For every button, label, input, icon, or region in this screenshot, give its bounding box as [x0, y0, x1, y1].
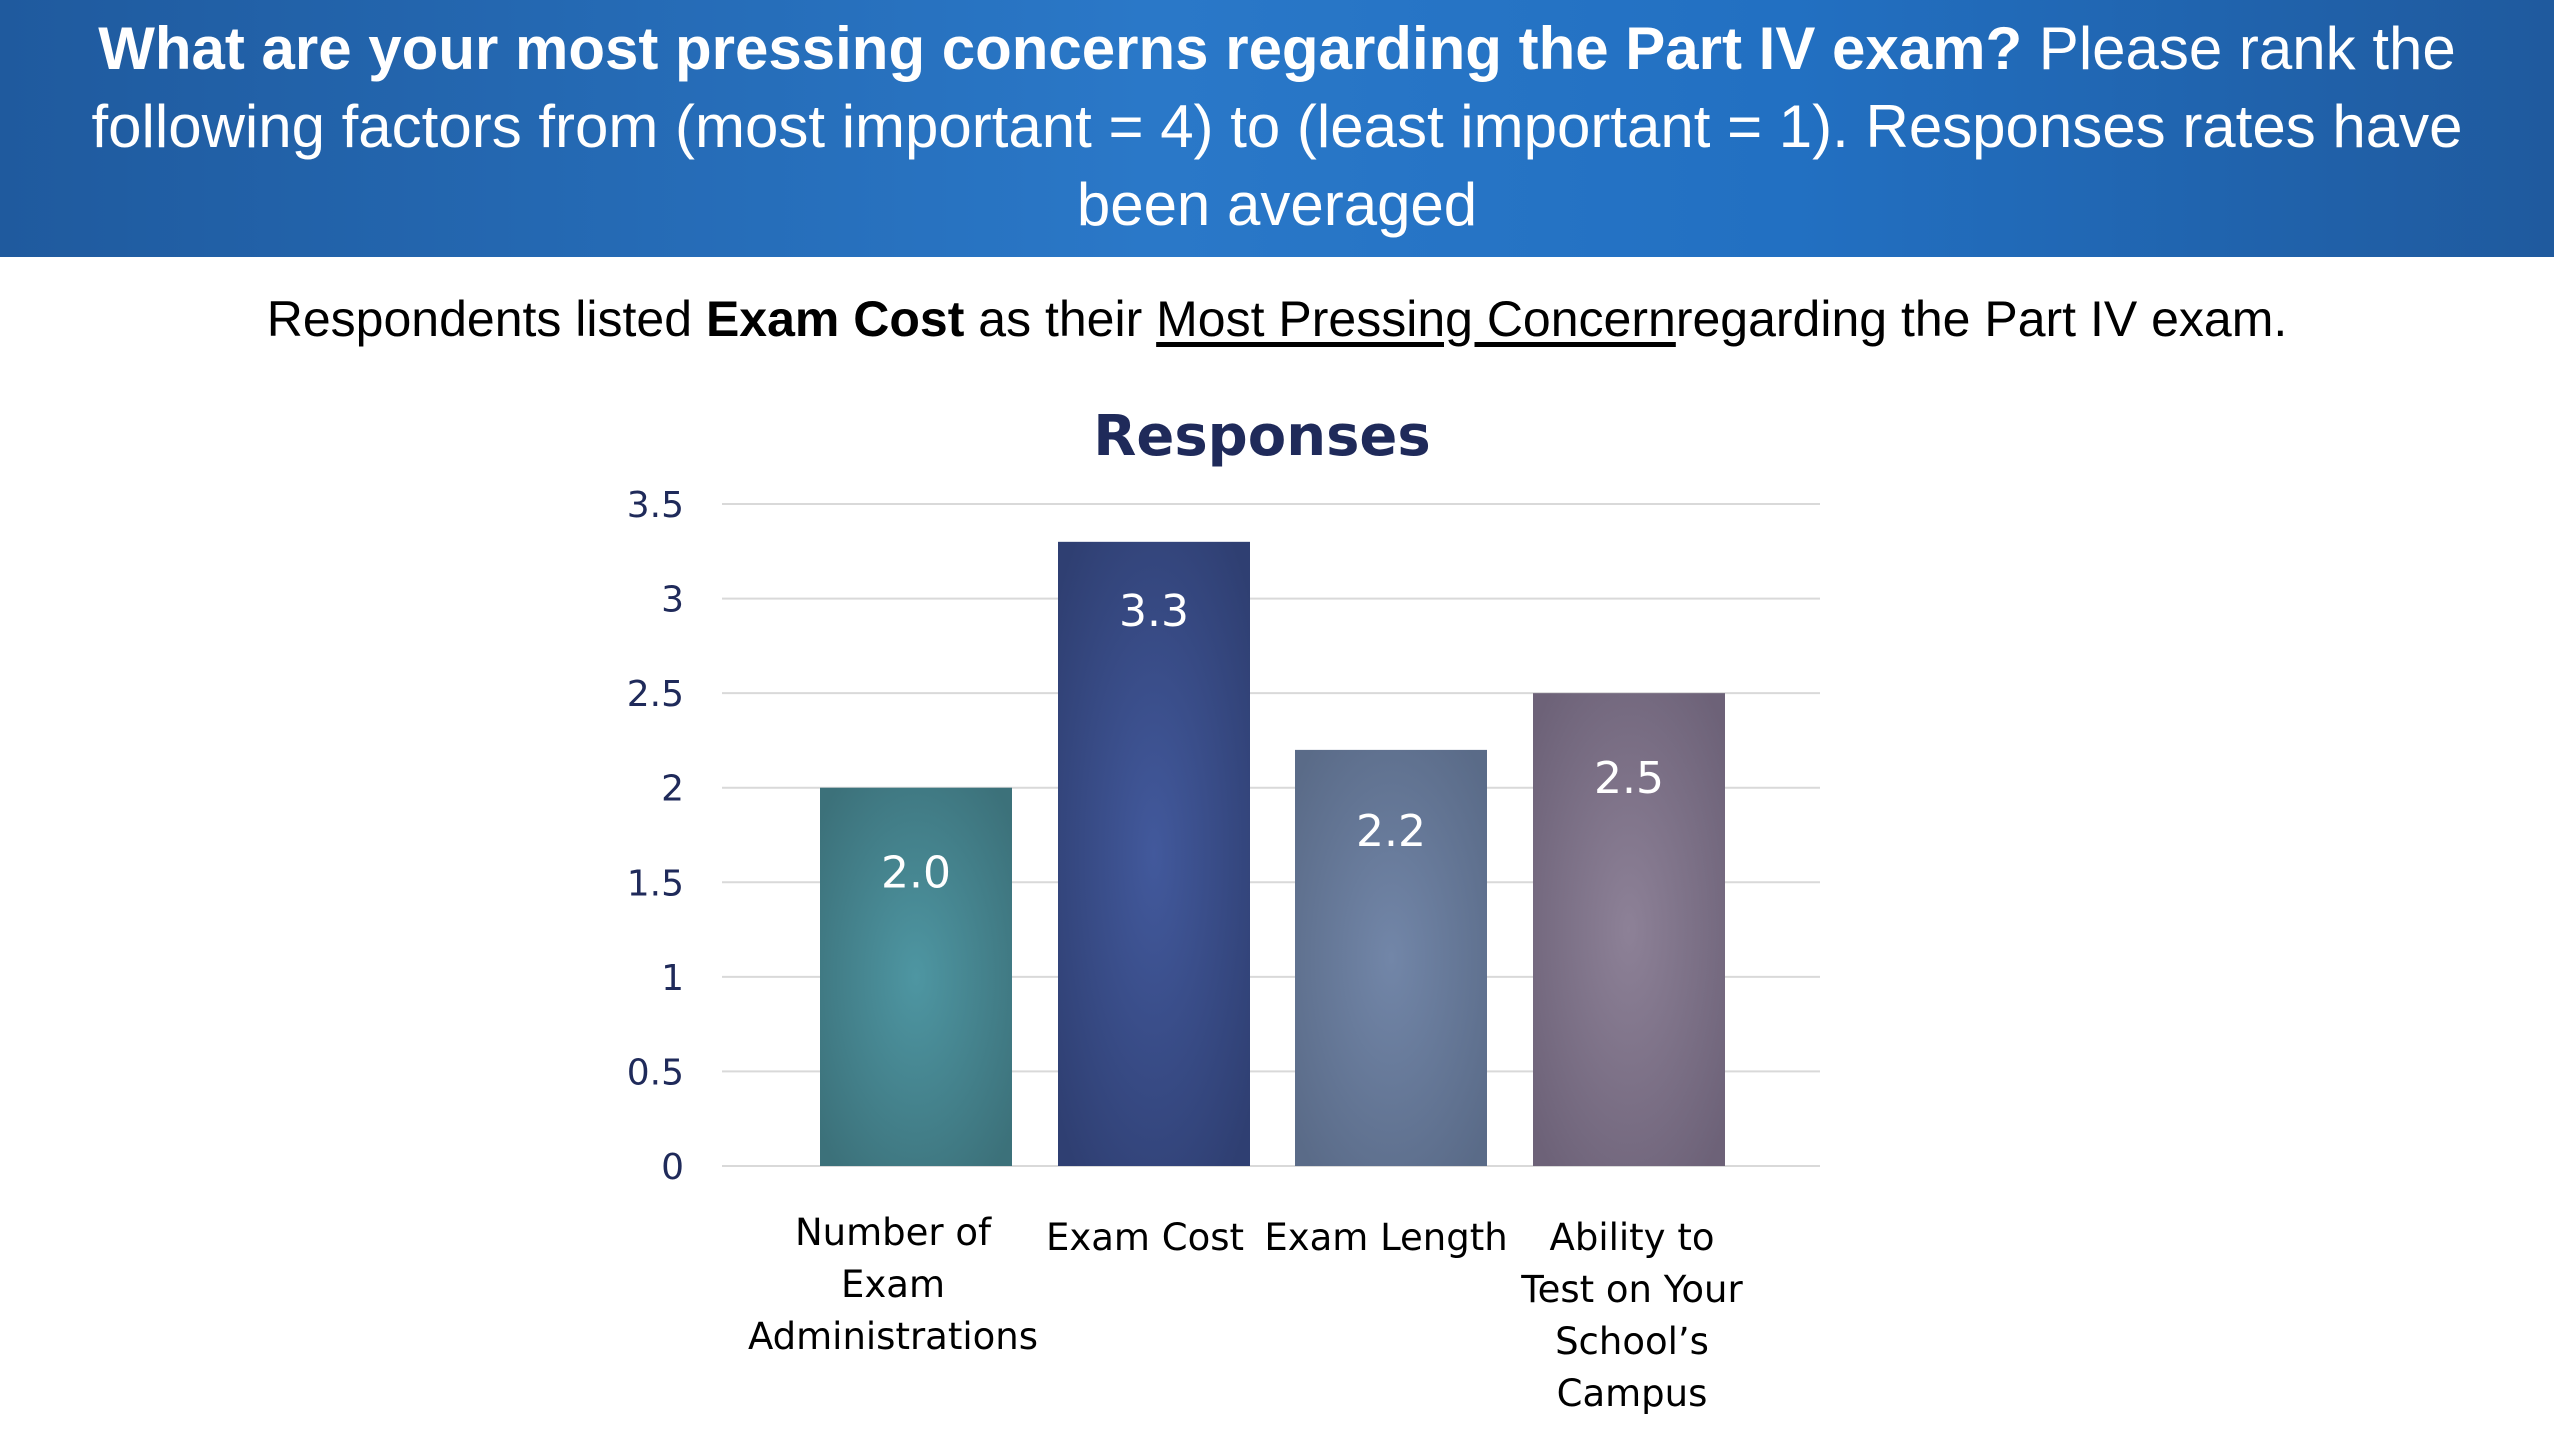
x-tick-label: Exam Length: [1264, 1216, 1507, 1259]
header-banner: What are your most pressing concerns reg…: [0, 0, 2554, 257]
bars: [820, 541, 1725, 1166]
summary-suffix: regarding the Part IV exam.: [1675, 291, 2288, 347]
header-instructions: Please rank the following factors from (…: [91, 15, 2463, 238]
summary-underlined: Most Pressing Concern: [1156, 291, 1676, 347]
summary-line: Respondents listed Exam Cost as their Mo…: [0, 286, 2554, 352]
y-axis-ticks: 0 0.5 1 1.5 2 2.5 3 3.5: [627, 485, 684, 1188]
x-tick-label: Number of: [795, 1211, 992, 1254]
x-tick-label: Exam: [841, 1263, 945, 1306]
x-tick-label: School’s: [1555, 1320, 1709, 1363]
x-tick-label: Administrations: [748, 1315, 1038, 1358]
chart-title: Responses: [1093, 404, 1431, 469]
summary-prefix: Respondents listed: [266, 291, 693, 347]
header-question: What are your most pressing concerns reg…: [98, 15, 2023, 82]
x-tick-label: Campus: [1557, 1372, 1708, 1415]
x-tick-label: Ability to: [1550, 1216, 1715, 1259]
data-label-1: 3.3: [1119, 586, 1189, 637]
data-label-2: 2.2: [1356, 806, 1426, 857]
x-axis-labels: Number of Exam Administrations Exam Cost Exa…: [748, 1211, 1744, 1415]
bar-1: [1058, 541, 1250, 1166]
data-labels: 2.0 3.3 2.2 2.5: [881, 586, 1664, 899]
bar-0: [820, 787, 1012, 1166]
y-tick-label: 1.5: [627, 863, 684, 904]
x-tick-label: Test on Your: [1520, 1268, 1743, 1311]
bar-3: [1533, 693, 1725, 1166]
y-tick-label: 1: [661, 958, 684, 999]
y-tick-label: 3.5: [627, 485, 684, 526]
y-tick-label: 3: [661, 580, 684, 621]
x-tick-label: Exam Cost: [1046, 1216, 1244, 1259]
y-tick-label: 0.5: [627, 1052, 684, 1093]
y-tick-label: 2.5: [627, 674, 684, 715]
summary-middle: as their: [978, 291, 1143, 347]
y-tick-label: 2: [661, 769, 684, 810]
data-label-0: 2.0: [881, 848, 951, 899]
data-label-3: 2.5: [1594, 753, 1664, 804]
summary-bold: Exam Cost: [705, 291, 965, 347]
bar-2: [1295, 749, 1487, 1166]
y-tick-label: 0: [661, 1147, 684, 1188]
